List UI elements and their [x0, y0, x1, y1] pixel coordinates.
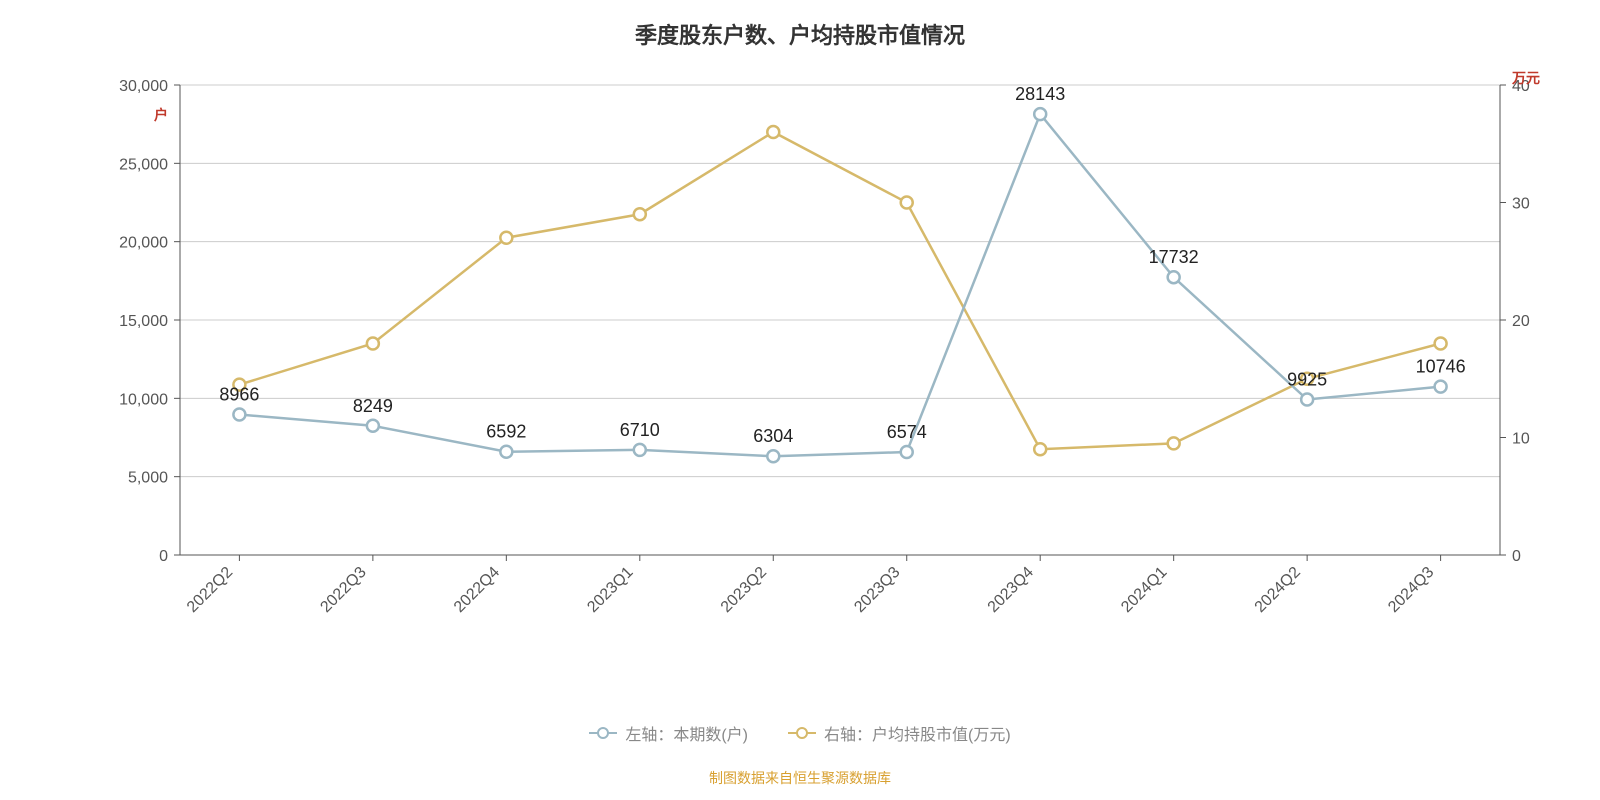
chart-svg: 0 5,000 10,000 15,000 20,000 25,000 30,000 户 0 10… [0, 0, 1600, 800]
svg-text:6710: 6710 [620, 420, 660, 440]
svg-text:17732: 17732 [1149, 247, 1199, 267]
svg-text:10,000: 10,000 [119, 391, 168, 408]
svg-text:2022Q3: 2022Q3 [317, 564, 369, 616]
svg-text:8966: 8966 [219, 385, 259, 405]
svg-text:0: 0 [159, 548, 168, 565]
svg-text:8249: 8249 [353, 396, 393, 416]
svg-text:2024Q3: 2024Q3 [1385, 564, 1437, 616]
chart-legend: 左轴：本期数(户) 右轴：户均持股市值(万元) [0, 721, 1600, 745]
svg-text:2022Q2: 2022Q2 [184, 564, 236, 616]
svg-text:5,000: 5,000 [128, 470, 168, 487]
svg-text:10: 10 [1512, 431, 1530, 448]
legend-marker-series2 [788, 732, 816, 734]
svg-text:15,000: 15,000 [119, 313, 168, 330]
legend-item-series1: 左轴：本期数(户) [589, 721, 748, 745]
svg-text:28143: 28143 [1015, 84, 1065, 104]
svg-text:0: 0 [1512, 548, 1521, 565]
svg-text:2023Q3: 2023Q3 [851, 564, 903, 616]
legend-label-series1: 左轴：本期数(户) [625, 721, 748, 745]
svg-text:6574: 6574 [887, 422, 927, 442]
svg-text:2023Q2: 2023Q2 [718, 564, 770, 616]
svg-text:20: 20 [1512, 313, 1530, 330]
svg-text:2024Q1: 2024Q1 [1118, 564, 1170, 616]
svg-text:20,000: 20,000 [119, 235, 168, 252]
svg-text:户: 户 [154, 107, 168, 123]
svg-text:30,000: 30,000 [119, 78, 168, 95]
svg-text:9925: 9925 [1287, 370, 1327, 390]
svg-text:6592: 6592 [486, 422, 526, 442]
svg-text:25,000: 25,000 [119, 156, 168, 173]
legend-marker-series1 [589, 732, 617, 734]
legend-circle-icon [597, 727, 609, 739]
svg-text:2022Q4: 2022Q4 [451, 564, 503, 616]
svg-text:6304: 6304 [753, 426, 793, 446]
legend-label-series2: 右轴：户均持股市值(万元) [824, 721, 1011, 745]
svg-text:10746: 10746 [1416, 357, 1466, 377]
chart-container: 季度股东户数、户均持股市值情况 05,00010,00015,00020,000… [0, 0, 1600, 800]
svg-text:万元: 万元 [1511, 70, 1540, 86]
svg-text:2023Q4: 2023Q4 [985, 564, 1037, 616]
svg-text:30: 30 [1512, 196, 1530, 213]
attribution-text: 制图数据来自恒生聚源数据库 [0, 768, 1600, 788]
legend-circle-icon [796, 727, 808, 739]
legend-item-series2: 右轴：户均持股市值(万元) [788, 721, 1011, 745]
svg-text:2024Q2: 2024Q2 [1252, 564, 1304, 616]
svg-text:2023Q1: 2023Q1 [584, 564, 636, 616]
